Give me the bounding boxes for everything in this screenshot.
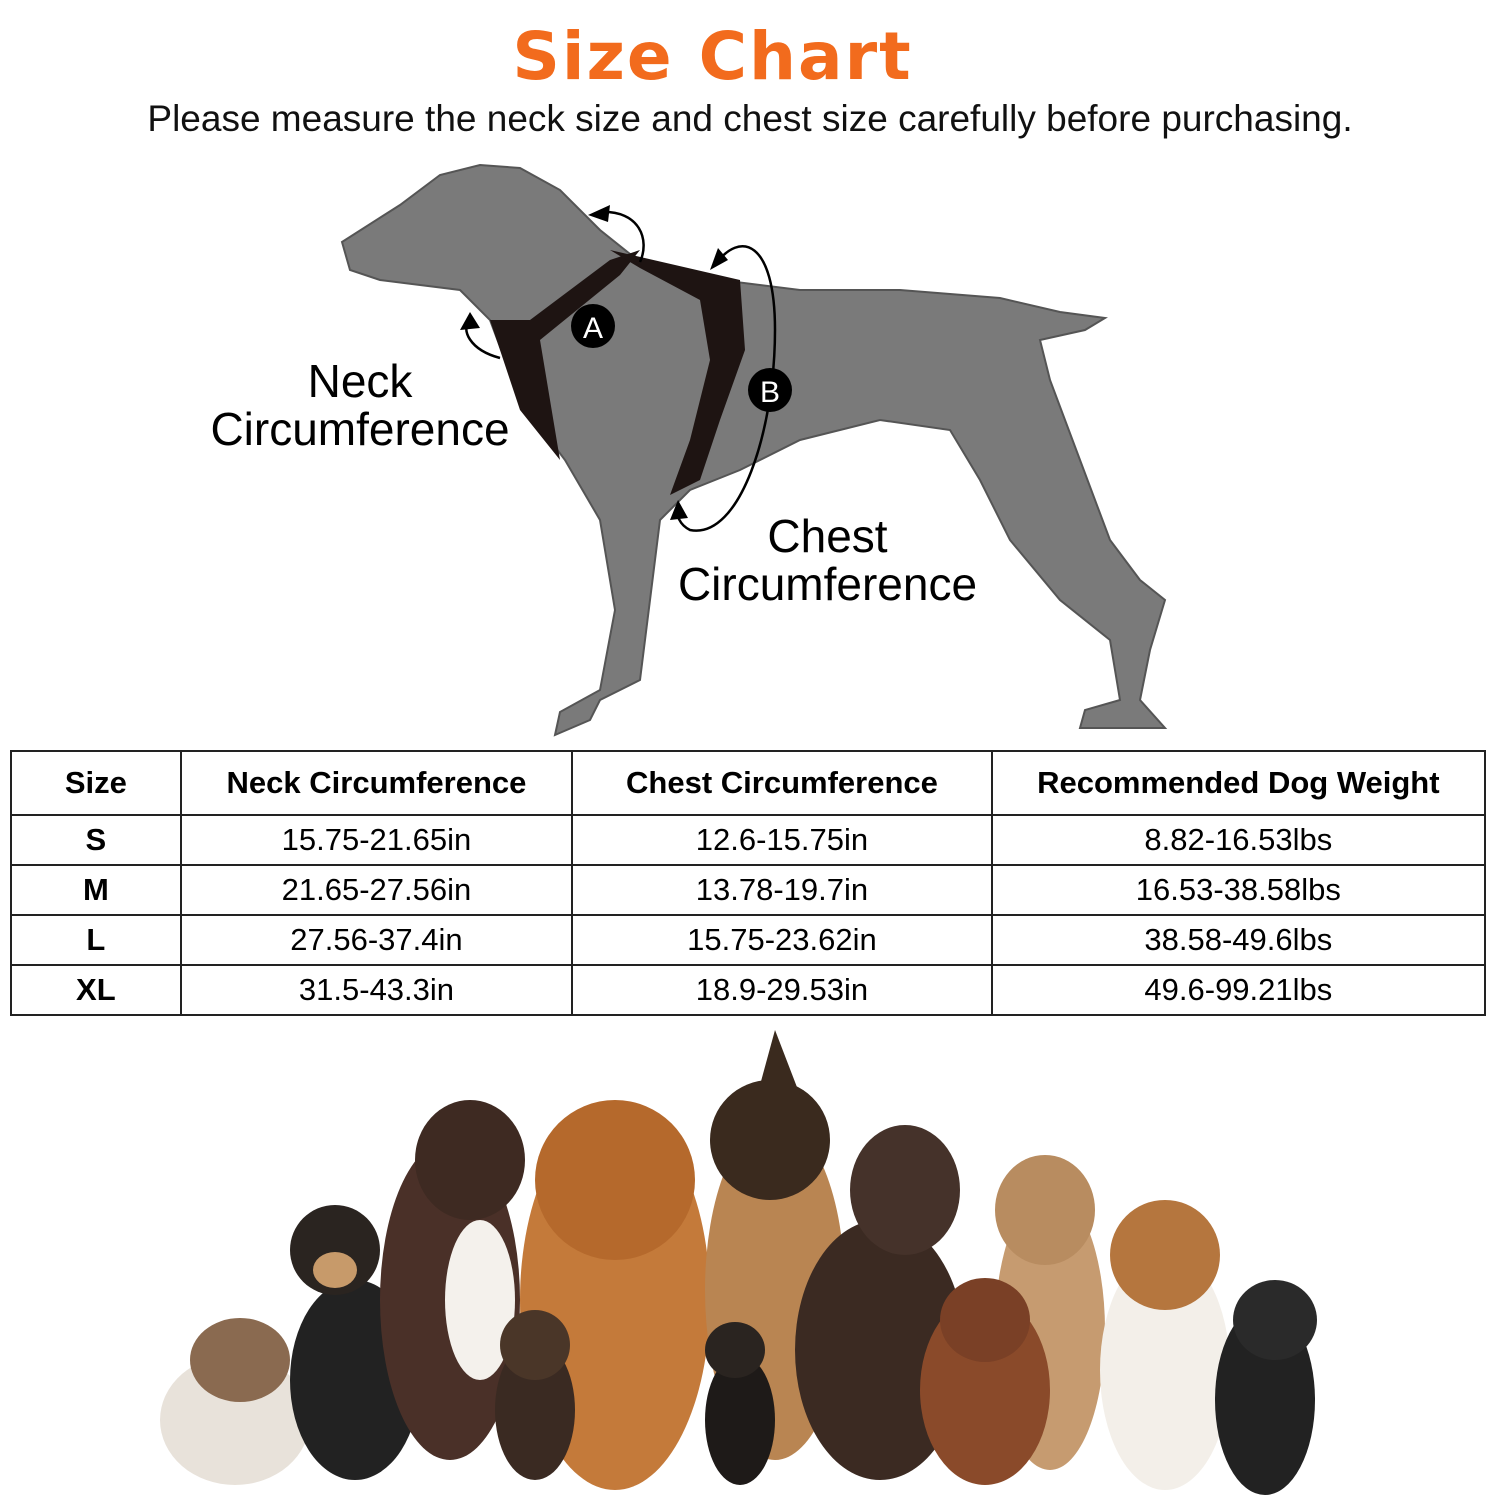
arrowhead-icon: [588, 205, 610, 222]
poodle: [920, 1278, 1050, 1485]
cell-size: M: [10, 864, 182, 916]
shih-tzu: [160, 1318, 310, 1485]
harness-chest-strap: [610, 250, 745, 495]
chest-label-line1: Chest: [767, 510, 888, 562]
arrowhead-icon: [710, 248, 728, 270]
subtitle: Please measure the neck size and chest s…: [147, 98, 1353, 139]
beagle: [1100, 1200, 1230, 1490]
page-title: Size Chart: [512, 18, 913, 95]
cell-chest: 12.6-15.75in: [571, 814, 993, 866]
neck-label-line1: Neck: [307, 355, 413, 407]
dachshund: [495, 1310, 575, 1480]
cell-weight: 16.53-38.58lbs: [990, 864, 1487, 916]
header-neck: Neck Circumference: [179, 750, 574, 816]
marker-a-label: A: [583, 312, 603, 345]
chest-label-line2: Circumference: [677, 558, 978, 610]
cell-neck: 21.65-27.56in: [179, 864, 574, 916]
cell-chest: 15.75-23.62in: [571, 914, 993, 966]
cell-neck: 15.75-21.65in: [179, 814, 574, 866]
marker-b: [748, 368, 792, 412]
dog-harness-diagram: A B: [340, 163, 1168, 737]
boxer: [380, 1100, 525, 1460]
cell-neck: 31.5-43.3in: [179, 964, 574, 1016]
arrowhead-icon: [460, 312, 480, 330]
french-bulldog: [1215, 1280, 1317, 1495]
cell-weight: 8.82-16.53lbs: [990, 814, 1487, 866]
harness-neck-strap: [490, 250, 640, 460]
marker-a: [571, 304, 615, 348]
cell-size: XL: [10, 964, 182, 1016]
chihuahua: [705, 1322, 775, 1485]
table-row: S 15.75-21.65in 12.6-15.75in 8.82-16.53l…: [10, 814, 1487, 866]
table-row: XL 31.5-43.3in 18.9-29.53in 49.6-99.21lb…: [10, 964, 1487, 1016]
table-row: L 27.56-37.4in 15.75-23.62in 38.58-49.6l…: [10, 914, 1487, 966]
neck-label: Neck Circumference: [200, 357, 520, 453]
arrowhead-icon: [670, 500, 688, 520]
cell-weight: 38.58-49.6lbs: [990, 914, 1487, 966]
cell-neck: 27.56-37.4in: [179, 914, 574, 966]
header-weight: Recommended Dog Weight: [990, 750, 1487, 816]
chest-arrow-icon: [675, 245, 777, 532]
size-table: Size Neck Circumference Chest Circumfere…: [10, 750, 1487, 1016]
table-header-row: Size Neck Circumference Chest Circumfere…: [10, 750, 1487, 816]
dog-group-photo: [160, 1030, 1317, 1495]
neck-label-line2: Circumference: [210, 403, 510, 455]
cell-chest: 18.9-29.53in: [571, 964, 993, 1016]
cell-size: S: [10, 814, 182, 866]
cell-weight: 49.6-99.21lbs: [990, 964, 1487, 1016]
header-chest: Chest Circumference: [571, 750, 993, 816]
table-row: M 21.65-27.56in 13.78-19.7in 16.53-38.58…: [10, 864, 1487, 916]
cell-chest: 13.78-19.7in: [571, 864, 993, 916]
header-size: Size: [10, 750, 182, 816]
marker-b-label: B: [760, 376, 780, 409]
cell-size: L: [10, 914, 182, 966]
chest-label: Chest Circumference: [665, 512, 990, 608]
